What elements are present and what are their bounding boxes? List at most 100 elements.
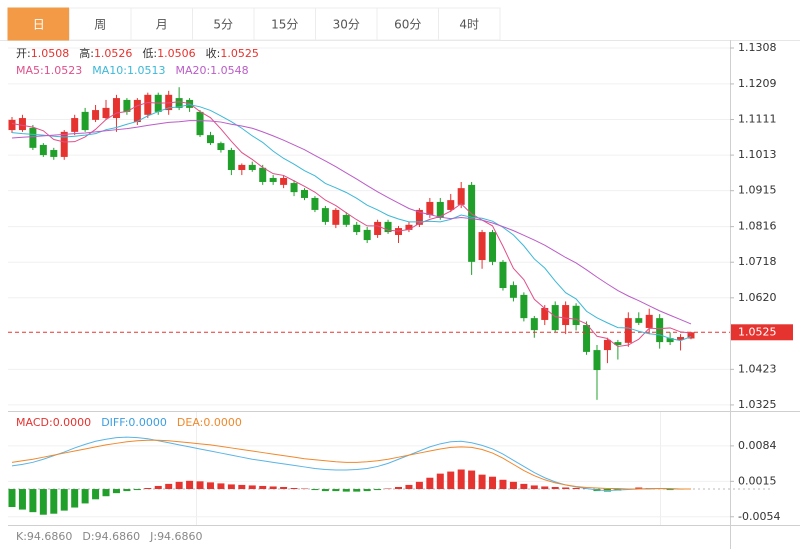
- macd-bar: [112, 489, 120, 494]
- macd-bar: [468, 470, 476, 490]
- y-tick-label: 1.0816: [738, 220, 777, 233]
- tab[interactable]: 15分: [253, 7, 316, 41]
- y-tick-label: 0.0015: [738, 474, 777, 487]
- macd-bar: [227, 484, 235, 490]
- candle-body: [71, 118, 79, 132]
- candle-body: [321, 208, 329, 222]
- candle-body: [8, 119, 16, 131]
- candle-body: [175, 98, 183, 108]
- macd-bar: [102, 489, 110, 497]
- tab[interactable]: 月: [130, 7, 193, 41]
- candle-body: [259, 167, 267, 182]
- header-item: MA5:1.0523: [16, 64, 82, 77]
- line-diff: [11, 436, 691, 492]
- candle-body: [645, 314, 653, 328]
- tab[interactable]: 日: [7, 7, 70, 41]
- candle-body: [144, 94, 152, 115]
- macd-bar: [280, 486, 288, 490]
- header-value: 1.0513: [127, 64, 166, 77]
- kdj-label: J:: [149, 530, 157, 543]
- tab-background: [315, 7, 378, 41]
- macd-bar: [332, 489, 340, 492]
- candle-body: [468, 184, 476, 262]
- header-item: MACD:0.0000: [16, 416, 91, 429]
- macd-bar: [666, 489, 674, 491]
- candle-body: [562, 305, 570, 326]
- candle-body: [300, 189, 308, 198]
- candle-body: [395, 228, 403, 235]
- macd-bar: [436, 473, 444, 490]
- header-value: 1.0526: [94, 47, 133, 60]
- candle-body: [687, 332, 695, 339]
- header-value: 1.0508: [31, 47, 70, 60]
- line-ma5: [11, 101, 692, 347]
- tab[interactable]: 周: [69, 7, 132, 41]
- candle-body: [624, 318, 632, 343]
- y-tick-label: 1.1308: [738, 41, 777, 54]
- header-label: DIFF:: [101, 416, 128, 429]
- macd-bar: [50, 489, 58, 514]
- candle-body: [311, 197, 319, 210]
- macd-bar: [60, 489, 68, 511]
- macd-bar: [92, 489, 100, 500]
- header-item: DIFF:0.0000: [101, 416, 167, 429]
- macd-bar: [457, 469, 465, 490]
- header-label: DEA:: [177, 416, 203, 429]
- tab[interactable]: 30分: [315, 7, 378, 41]
- macd-bar: [635, 487, 643, 490]
- macd-bar: [290, 488, 298, 490]
- candle-body: [18, 118, 26, 131]
- candle-body: [478, 232, 486, 261]
- kdj-item: D:94.6860: [82, 530, 140, 543]
- candle-body: [541, 307, 549, 320]
- header-value: 1.0506: [157, 47, 196, 60]
- line-ma10: [11, 104, 692, 342]
- macd-bar: [18, 489, 26, 510]
- header-item: 开:1.0508: [16, 47, 69, 60]
- tab[interactable]: 4时: [438, 7, 501, 41]
- candle-body: [227, 150, 235, 170]
- macd-bar: [415, 481, 423, 490]
- header-item: 低:1.0506: [142, 47, 195, 60]
- kdj-item: K:94.6860: [16, 530, 72, 543]
- tab-label: 5分: [213, 18, 233, 32]
- y-tick-label: 1.1209: [738, 77, 777, 90]
- candle-body: [280, 177, 288, 185]
- macd-bar: [238, 484, 246, 490]
- candle-body: [551, 305, 559, 331]
- header-label: MA20:: [175, 64, 210, 77]
- y-tick-label: 1.0325: [738, 398, 777, 411]
- candle-body: [50, 150, 58, 157]
- macd-bar: [520, 483, 528, 490]
- candle-body: [447, 200, 455, 210]
- header-item: MA20:1.0548: [175, 64, 248, 77]
- y-tick-label: 0.0084: [738, 439, 777, 452]
- macd-bar: [196, 481, 204, 490]
- header-item: 收:1.0525: [206, 46, 259, 60]
- tab-background: [7, 7, 70, 41]
- y-tick-label: 1.0718: [738, 255, 777, 268]
- candle-body: [29, 127, 37, 148]
- macd-bar: [572, 488, 580, 490]
- tab-label: 30分: [333, 18, 360, 32]
- candle-body: [39, 144, 47, 156]
- tab-label: 周: [94, 18, 106, 32]
- tab[interactable]: 60分: [376, 7, 439, 41]
- macd-bar: [248, 485, 256, 490]
- macd-bar: [39, 489, 47, 515]
- candle-body: [572, 305, 580, 326]
- macd-bar: [541, 486, 549, 490]
- kdj-value: 94.6860: [95, 530, 141, 543]
- y-tick-label: 1.1013: [738, 148, 777, 161]
- header-value: 0.0000: [128, 416, 167, 429]
- y-tick-label: 1.0915: [738, 184, 777, 197]
- candle-body: [290, 183, 298, 193]
- kdj-label: K:: [16, 530, 27, 543]
- tab-label: 4时: [459, 18, 479, 32]
- tab[interactable]: 5分: [192, 7, 255, 41]
- header-value: 1.0523: [44, 64, 83, 77]
- macd-bar: [342, 489, 350, 492]
- macd-bar: [311, 489, 319, 491]
- candle-body: [583, 325, 591, 352]
- candle-body: [248, 164, 256, 170]
